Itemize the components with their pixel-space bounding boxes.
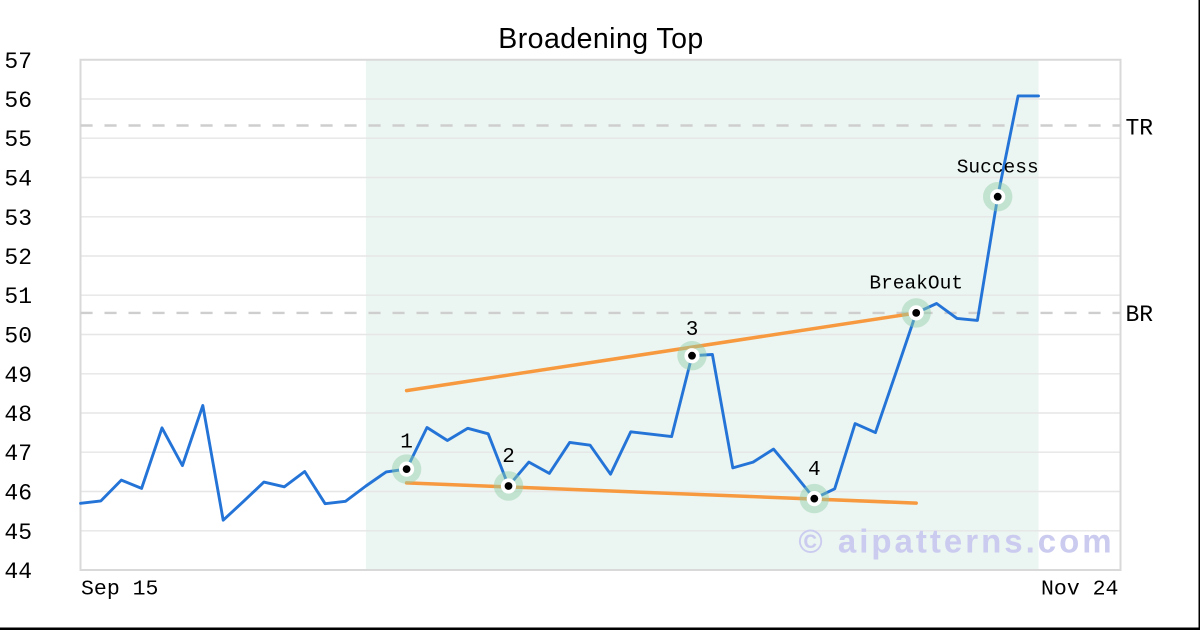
svg-text:47: 47 [4, 441, 32, 467]
svg-text:49: 49 [4, 363, 32, 389]
svg-text:© aipatterns.com: © aipatterns.com [798, 523, 1114, 560]
svg-text:2: 2 [502, 446, 515, 469]
svg-text:BR: BR [1126, 302, 1154, 328]
svg-text:53: 53 [4, 206, 32, 232]
svg-text:45: 45 [4, 520, 32, 546]
svg-text:Sep 15: Sep 15 [81, 578, 158, 602]
svg-text:Nov 24: Nov 24 [1041, 578, 1118, 602]
svg-text:1: 1 [400, 431, 413, 454]
svg-text:48: 48 [4, 402, 32, 428]
svg-text:50: 50 [4, 324, 32, 350]
svg-text:55: 55 [4, 127, 32, 153]
svg-text:51: 51 [4, 284, 32, 310]
svg-text:4: 4 [808, 459, 821, 482]
svg-text:Broadening Top: Broadening Top [498, 23, 703, 55]
svg-text:54: 54 [4, 167, 32, 193]
svg-text:44: 44 [4, 559, 32, 585]
svg-text:TR: TR [1126, 115, 1154, 141]
svg-text:52: 52 [4, 245, 32, 271]
svg-text:BreakOut: BreakOut [869, 273, 963, 295]
svg-text:Success: Success [957, 156, 1039, 178]
svg-text:56: 56 [4, 88, 32, 114]
svg-text:46: 46 [4, 481, 32, 507]
svg-text:57: 57 [4, 49, 32, 75]
svg-text:3: 3 [686, 319, 699, 342]
